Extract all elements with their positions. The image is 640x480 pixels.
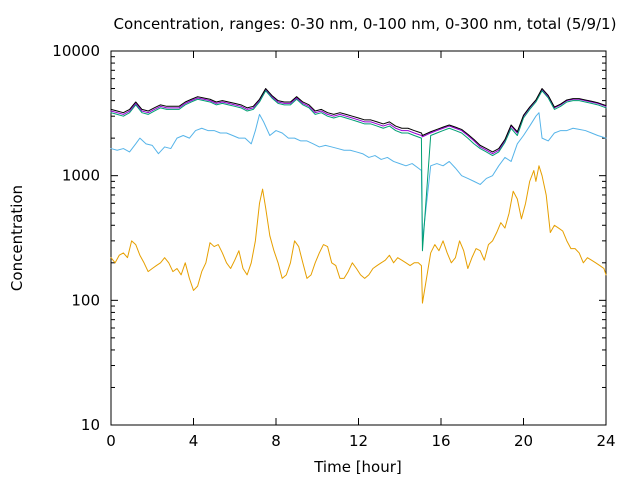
- y-tick-label: 100: [71, 291, 100, 309]
- y-tick-label: 1000: [62, 167, 100, 185]
- y-axis-label: Concentration: [8, 185, 26, 291]
- y-tick-label: 10000: [52, 42, 100, 60]
- y-axis: 10 100 1000 10000: [52, 42, 606, 434]
- x-axis: 0 4 8 12 16 20 24: [106, 51, 616, 450]
- x-tick-label: 0: [106, 432, 116, 450]
- x-tick-label: 16: [431, 432, 450, 450]
- x-tick-label: 8: [271, 432, 281, 450]
- x-tick-label: 20: [514, 432, 533, 450]
- series-line-5: [110, 88, 607, 153]
- chart-title: Concentration, ranges: 0-30 nm, 0-100 nm…: [114, 15, 617, 33]
- y-tick-label: 10: [81, 416, 100, 434]
- data-series-layer: [110, 88, 607, 304]
- series-line-2: [110, 112, 607, 242]
- x-axis-label: Time [hour]: [313, 458, 402, 476]
- x-tick-label: 12: [349, 432, 368, 450]
- x-tick-label: 24: [596, 432, 615, 450]
- series-line-4: [110, 90, 607, 252]
- series-line-1: [110, 165, 607, 304]
- x-tick-label: 4: [189, 432, 199, 450]
